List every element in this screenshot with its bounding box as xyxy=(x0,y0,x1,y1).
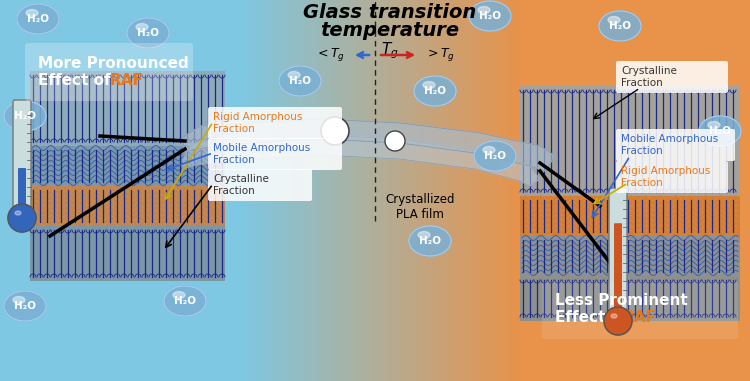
Text: Crystalline
Fraction: Crystalline Fraction xyxy=(213,174,268,195)
Circle shape xyxy=(385,131,405,151)
Ellipse shape xyxy=(4,101,46,131)
Bar xyxy=(30,71,225,281)
Text: Effect of: Effect of xyxy=(555,310,633,325)
Text: RAF: RAF xyxy=(623,310,657,325)
Text: temperature: temperature xyxy=(320,21,460,40)
Circle shape xyxy=(321,117,349,145)
FancyBboxPatch shape xyxy=(208,107,342,139)
Text: Less Prominent: Less Prominent xyxy=(555,293,688,308)
Ellipse shape xyxy=(608,16,620,24)
Bar xyxy=(30,146,225,186)
Ellipse shape xyxy=(279,66,321,96)
Ellipse shape xyxy=(13,107,25,114)
FancyBboxPatch shape xyxy=(208,169,312,201)
Text: RAF: RAF xyxy=(110,73,144,88)
Text: Glass transition: Glass transition xyxy=(303,3,477,22)
Ellipse shape xyxy=(474,141,516,171)
Ellipse shape xyxy=(4,291,46,321)
Text: More Pronounced: More Pronounced xyxy=(38,56,189,71)
Polygon shape xyxy=(183,135,540,186)
Ellipse shape xyxy=(478,6,490,13)
Text: H₂O: H₂O xyxy=(289,76,311,86)
Ellipse shape xyxy=(15,211,21,215)
Ellipse shape xyxy=(483,147,495,154)
Ellipse shape xyxy=(423,82,435,88)
FancyBboxPatch shape xyxy=(614,223,622,308)
FancyBboxPatch shape xyxy=(542,281,738,339)
Polygon shape xyxy=(182,119,555,171)
Ellipse shape xyxy=(17,4,59,34)
Ellipse shape xyxy=(127,18,169,48)
Text: H₂O: H₂O xyxy=(174,296,196,306)
Bar xyxy=(520,86,740,196)
Text: H₂O: H₂O xyxy=(14,111,36,121)
Text: Rigid Amorphous
Fraction: Rigid Amorphous Fraction xyxy=(621,166,710,187)
Bar xyxy=(30,186,225,226)
Ellipse shape xyxy=(13,296,25,304)
Text: H₂O: H₂O xyxy=(14,301,36,311)
Bar xyxy=(520,276,740,321)
Text: H₂O: H₂O xyxy=(419,236,441,246)
Ellipse shape xyxy=(599,11,641,41)
Ellipse shape xyxy=(409,226,451,256)
Text: H₂O: H₂O xyxy=(609,21,631,31)
Text: H₂O: H₂O xyxy=(424,86,446,96)
FancyBboxPatch shape xyxy=(208,138,342,170)
Bar xyxy=(30,226,225,281)
Text: $T_g$: $T_g$ xyxy=(381,40,399,61)
FancyBboxPatch shape xyxy=(616,61,728,93)
FancyBboxPatch shape xyxy=(18,168,26,205)
Ellipse shape xyxy=(26,10,38,16)
Ellipse shape xyxy=(173,291,185,298)
Text: $> T_g$: $> T_g$ xyxy=(425,46,455,64)
Text: Mobile Amorphous
Fraction: Mobile Amorphous Fraction xyxy=(213,143,310,165)
Ellipse shape xyxy=(164,286,206,316)
Ellipse shape xyxy=(136,24,148,30)
Text: H₂O: H₂O xyxy=(709,126,731,136)
Bar xyxy=(30,71,225,146)
Text: Crystalline
Fraction: Crystalline Fraction xyxy=(621,66,676,88)
Text: H₂O: H₂O xyxy=(479,11,501,21)
Ellipse shape xyxy=(288,72,300,78)
Bar xyxy=(520,236,740,276)
Ellipse shape xyxy=(611,314,617,318)
FancyBboxPatch shape xyxy=(13,100,31,208)
Text: Mobile Amorphous
Fraction: Mobile Amorphous Fraction xyxy=(621,134,718,155)
Ellipse shape xyxy=(699,116,741,146)
FancyBboxPatch shape xyxy=(616,129,735,161)
Text: Crystallized
PLA film: Crystallized PLA film xyxy=(386,193,454,221)
Text: H₂O: H₂O xyxy=(137,28,159,38)
Ellipse shape xyxy=(469,1,511,31)
Circle shape xyxy=(8,204,36,232)
Text: Effect of: Effect of xyxy=(38,73,116,88)
Text: H₂O: H₂O xyxy=(484,151,506,161)
Bar xyxy=(520,196,740,236)
Ellipse shape xyxy=(708,122,720,128)
Text: H₂O: H₂O xyxy=(27,14,49,24)
Ellipse shape xyxy=(414,76,456,106)
Text: Rigid Amorphous
Fraction: Rigid Amorphous Fraction xyxy=(213,112,302,134)
FancyBboxPatch shape xyxy=(25,43,193,101)
Circle shape xyxy=(604,307,632,335)
Ellipse shape xyxy=(418,232,430,239)
FancyBboxPatch shape xyxy=(616,161,728,193)
FancyBboxPatch shape xyxy=(609,188,627,311)
Text: $< T_g$: $< T_g$ xyxy=(315,46,345,64)
